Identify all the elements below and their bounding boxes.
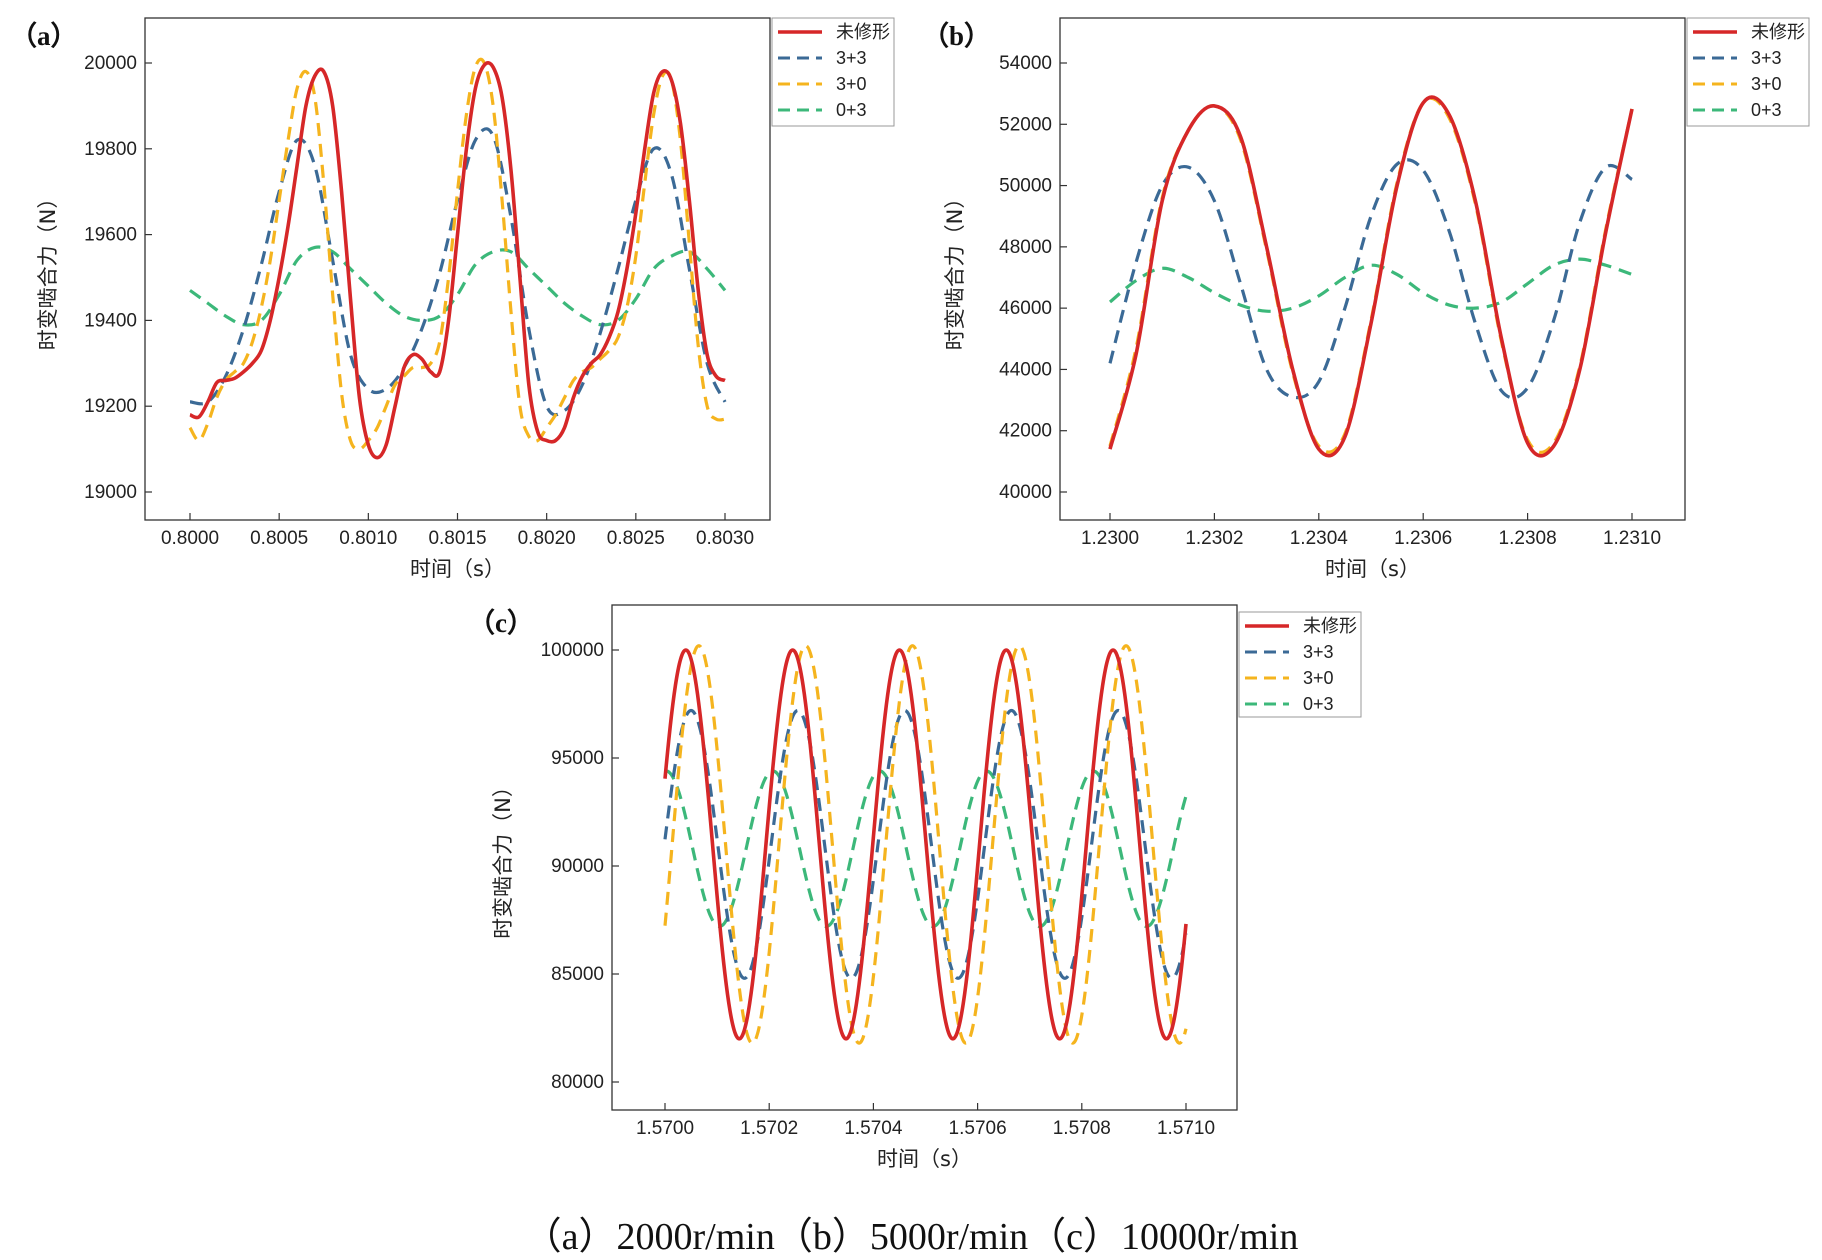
y-tick-label: 90000 — [551, 856, 604, 877]
x-tick-label: 0.8015 — [428, 528, 486, 549]
series-line-0-plus-3 — [1108, 257, 1633, 313]
y-tick-label: 19000 — [84, 482, 137, 503]
y-tick-label: 100000 — [541, 640, 604, 661]
y-tick-label: 50000 — [999, 176, 1052, 197]
y-tick-label: 19600 — [84, 225, 137, 246]
series-line-3-plus-0 — [1108, 96, 1634, 454]
y-tick-label: 52000 — [999, 114, 1052, 135]
plot-frame — [1059, 17, 1686, 521]
x-tick-label: 1.5710 — [1157, 1118, 1215, 1139]
panel-label: （b） — [922, 21, 991, 51]
y-tick-label: 85000 — [551, 964, 604, 985]
series-line-0-plus-3 — [664, 769, 1188, 929]
legend-label: 3+3 — [1303, 642, 1334, 662]
chart-panel-1: 0.8000 0.8005 0.8010 0.8015 0.8020 0.8025 0.80… — [10, 17, 895, 581]
series-line-3-plus-3 — [663, 708, 1188, 980]
panel-label: （c） — [468, 608, 534, 638]
y-tick-label: 19400 — [84, 310, 137, 331]
x-tick-label: 1.2308 — [1499, 528, 1557, 549]
chart-panel-2: 1.2300 1.2302 1.2304 1.2306 1.2308 1.2310 4000… — [922, 17, 1810, 581]
x-tick-label: 0.8005 — [250, 528, 308, 549]
legend: 未修形 3+3 3+0 0+3 — [1238, 611, 1362, 718]
series-line-0-plus-3 — [189, 245, 727, 327]
plot-frame — [611, 604, 1238, 1111]
x-tick-label: 1.5702 — [740, 1118, 798, 1139]
y-tick-label: 40000 — [999, 482, 1052, 503]
x-tick-label: 1.5708 — [1053, 1118, 1111, 1139]
legend-label: 未修形 — [1751, 22, 1805, 42]
x-tick-label: 0.8010 — [339, 528, 397, 549]
y-tick-label: 44000 — [999, 359, 1052, 380]
y-tick-label: 95000 — [551, 748, 604, 769]
y-tick-label: 80000 — [551, 1072, 604, 1093]
series-line-unmodified — [1108, 95, 1634, 458]
legend-label: 0+3 — [1303, 694, 1334, 714]
series-line-3-plus-0 — [663, 644, 1188, 1045]
y-axis-label: 时变啮合力（N） — [36, 188, 60, 351]
x-tick-label: 1.2306 — [1394, 528, 1452, 549]
legend-label: 未修形 — [1303, 616, 1357, 636]
legend-label: 0+3 — [836, 100, 867, 120]
legend-label: 3+0 — [836, 74, 867, 94]
series-line-3-plus-3 — [1108, 158, 1633, 400]
x-tick-label: 1.5704 — [844, 1118, 903, 1139]
x-tick-label: 0.8030 — [696, 528, 754, 549]
x-tick-label: 1.2304 — [1290, 528, 1349, 549]
x-axis-label: 时间（s） — [1325, 557, 1420, 581]
x-tick-label: 1.2300 — [1081, 528, 1139, 549]
x-tick-label: 1.5700 — [636, 1118, 694, 1139]
x-tick-label: 1.2302 — [1185, 528, 1243, 549]
legend-label: 0+3 — [1751, 100, 1782, 120]
y-tick-label: 20000 — [84, 53, 137, 74]
legend-label: 未修形 — [836, 22, 890, 42]
legend-label: 3+3 — [836, 48, 867, 68]
legend: 未修形 3+3 3+0 0+3 — [771, 17, 895, 127]
figure-caption: （a）2000r/min（b）5000r/min（c）10000r/min — [523, 1216, 1299, 1258]
y-axis-label: 时变啮合力（N） — [491, 776, 515, 939]
legend-label: 3+3 — [1751, 48, 1782, 68]
x-tick-label: 0.8000 — [161, 528, 219, 549]
x-tick-label: 1.5706 — [949, 1118, 1007, 1139]
series-line-unmodified — [663, 648, 1188, 1041]
legend-box — [1686, 17, 1810, 127]
legend-label: 3+0 — [1751, 74, 1782, 94]
x-axis-label: 时间（s） — [877, 1147, 972, 1171]
panel-label: （a） — [10, 21, 78, 51]
y-tick-label: 54000 — [999, 53, 1052, 74]
x-tick-label: 1.2310 — [1603, 528, 1661, 549]
x-axis-label: 时间（s） — [410, 557, 505, 581]
y-tick-label: 46000 — [999, 298, 1052, 319]
legend: 未修形 3+3 3+0 0+3 — [1686, 17, 1810, 127]
x-tick-label: 0.8020 — [518, 528, 576, 549]
chart-panel-3: 1.5700 1.5702 1.5704 1.5706 1.5708 1.5710 8000… — [468, 604, 1362, 1171]
legend-box — [771, 17, 895, 127]
y-tick-label: 48000 — [999, 237, 1052, 258]
x-tick-label: 0.8025 — [607, 528, 665, 549]
y-tick-label: 19200 — [84, 396, 137, 417]
legend-label: 3+0 — [1303, 668, 1334, 688]
y-axis-label: 时变啮合力（N） — [943, 188, 967, 351]
legend-box — [1238, 611, 1362, 718]
series-line-unmodified — [189, 61, 726, 460]
y-tick-label: 42000 — [999, 421, 1052, 442]
y-tick-label: 19800 — [84, 139, 137, 160]
series-line-3-plus-0 — [188, 57, 726, 451]
